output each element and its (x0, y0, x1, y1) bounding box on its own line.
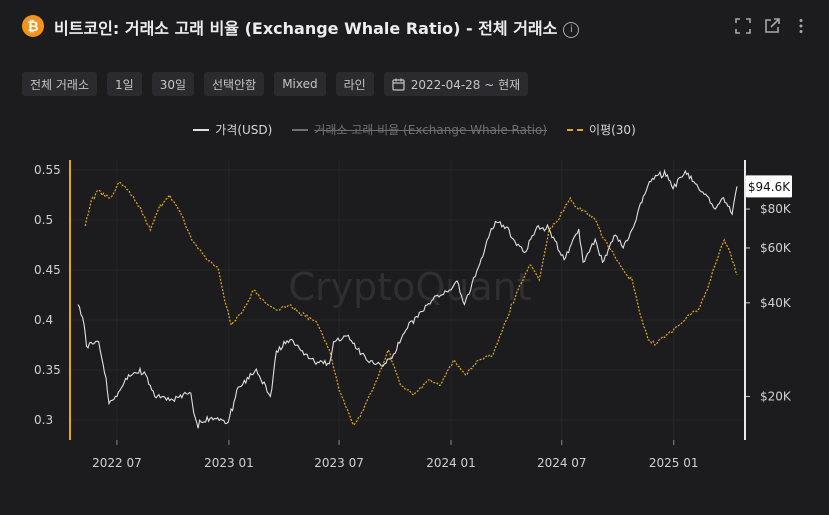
series-line-ma30 (84, 181, 738, 427)
chart-legend: 가격(USD) 거래소 고래 비율 (Exchange Whale Ratio)… (0, 121, 829, 138)
last-price-badge (746, 175, 792, 198)
y-right-tick-label: $80K (760, 202, 792, 216)
chart-title: 비트코인: 거래소 고래 비율 (Exchange Whale Ratio) -… (54, 15, 580, 39)
axes (69, 160, 750, 445)
legend-swatch-ma (567, 128, 584, 131)
filter-selector[interactable]: 선택안함 (204, 72, 265, 96)
legend-label-price: 가격(USD) (215, 123, 273, 137)
legend-label-ma: 이평(30) (589, 123, 636, 137)
y-right-tick-label: $40K (760, 296, 792, 310)
mode-selector[interactable]: Mixed (274, 72, 326, 96)
y-left-tick-label: 0.4 (34, 313, 53, 327)
tick-labels: 0.3 0.35 0.4 0.45 0.5 0.55 2022 07 2023 01 2023 … (34, 163, 792, 470)
legend-swatch-price (193, 128, 210, 131)
date-range-picker[interactable]: 2022-04-28 ~ 현재 (383, 72, 529, 96)
calendar-icon (392, 78, 405, 91)
chart-style-selector[interactable]: 라인 (335, 72, 374, 96)
legend-item-price[interactable]: 가격(USD) (193, 121, 272, 138)
x-tick-label: 2022 07 (92, 456, 142, 470)
legend-item-ratio[interactable]: 거래소 고래 비율 (Exchange Whale Ratio) (292, 121, 547, 138)
chart-header: ₿ 비트코인: 거래소 고래 비율 (Exchange Whale Ratio)… (0, 0, 829, 52)
y-left-tick-label: 0.45 (34, 263, 61, 277)
y-left-tick-label: 0.35 (34, 363, 61, 377)
y-right-tick-label: $20K (760, 390, 792, 404)
date-range-text: 2022-04-28 ~ 현재 (410, 77, 521, 92)
window-selector[interactable]: 30일 (151, 72, 195, 96)
fullscreen-icon[interactable] (734, 17, 752, 35)
y-left-tick-label: 0.5 (34, 213, 53, 227)
x-tick-label: 2023 07 (314, 456, 364, 470)
legend-swatch-ratio (292, 128, 309, 131)
chart-title-text: 비트코인: 거래소 고래 비율 (Exchange Whale Ratio) -… (54, 19, 558, 38)
x-tick-label: 2025 01 (649, 456, 699, 470)
info-icon[interactable]: i (563, 21, 580, 38)
y-right-tick-label: $60K (760, 241, 792, 255)
x-tick-label: 2024 07 (537, 456, 587, 470)
chart-toolbar: 전체 거래소 1일 30일 선택안함 Mixed 라인 2022-04-28 ~… (22, 72, 529, 96)
more-options-icon[interactable] (792, 17, 810, 35)
series-line-price (77, 168, 738, 429)
legend-item-ma[interactable]: 이평(30) (567, 121, 636, 138)
series-layer (77, 168, 738, 429)
grid-lines (70, 160, 745, 440)
open-external-icon[interactable] (763, 17, 781, 35)
y-left-tick-label: 0.3 (34, 413, 53, 427)
x-tick-label: 2024 01 (426, 456, 476, 470)
y-left-tick-label: 0.55 (34, 163, 61, 177)
bitcoin-icon: ₿ (22, 15, 44, 37)
interval-selector[interactable]: 1일 (107, 72, 142, 96)
last-price-label: $94.6K (748, 180, 791, 194)
exchange-selector[interactable]: 전체 거래소 (22, 72, 98, 96)
legend-label-ratio: 거래소 고래 비율 (Exchange Whale Ratio) (314, 123, 548, 137)
x-tick-label: 2023 01 (204, 456, 254, 470)
watermark: CryptoQuant (288, 265, 531, 309)
